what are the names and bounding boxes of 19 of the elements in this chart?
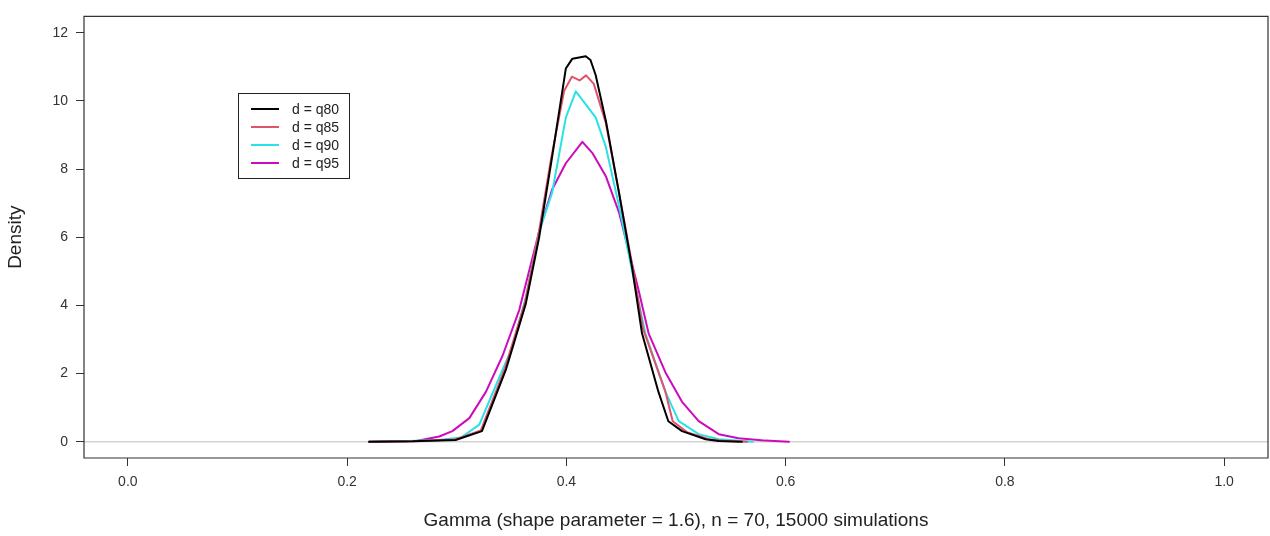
y-axis-title: Density (3, 205, 25, 269)
x-axis-title: Gamma (shape parameter = 1.6), n = 70, 15000 simulations (423, 508, 929, 530)
x-tick-label: 0.8 (995, 473, 1015, 490)
x-tick-label: 0.2 (337, 473, 358, 490)
x-tick-label: 0.6 (775, 473, 796, 490)
y-tick-label: 6 (60, 228, 69, 245)
legend-label: d = q95 (292, 155, 340, 171)
y-tick-label: 0 (60, 432, 69, 449)
y-tick-label: 2 (60, 364, 69, 381)
x-tick-label: 1.0 (1214, 473, 1235, 490)
y-tick-label: 12 (52, 23, 69, 40)
y-tick-label: 4 (60, 296, 69, 313)
legend-label: d = q90 (292, 137, 340, 153)
y-tick-label: 10 (52, 91, 69, 108)
y-tick-label: 8 (60, 159, 69, 176)
legend-label: d = q80 (292, 101, 340, 117)
x-tick-label: 0.0 (118, 473, 138, 490)
x-tick-label: 0.4 (556, 473, 577, 490)
legend-label: d = q85 (292, 119, 340, 135)
